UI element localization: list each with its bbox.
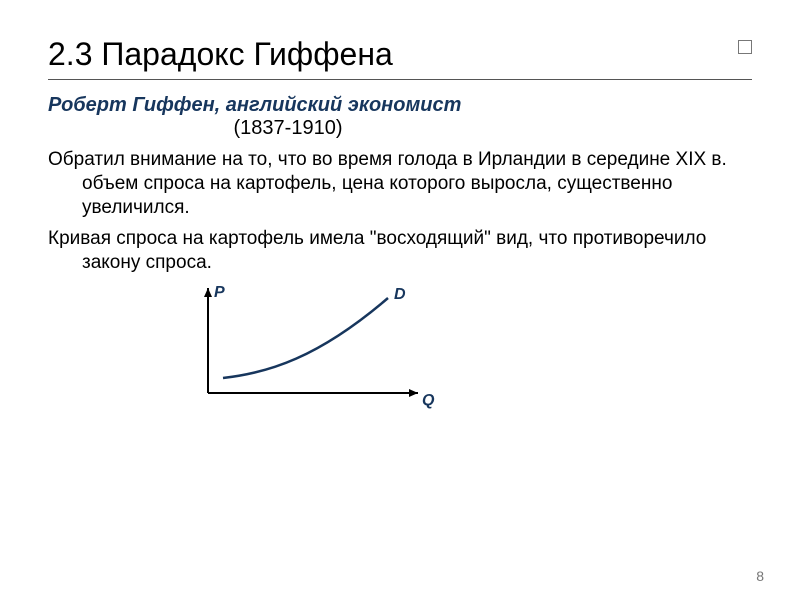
demand-chart-svg: P D Q (188, 283, 448, 413)
x-axis-arrow-icon (409, 389, 418, 397)
author-dates: (1837-1910) (48, 117, 528, 140)
demand-chart: P D Q (188, 283, 752, 418)
corner-accent-box (738, 40, 752, 54)
slide: 2.3 Парадокс Гиффена Роберт Гиффен, англ… (0, 0, 800, 600)
page-number: 8 (756, 568, 764, 584)
slide-title: 2.3 Парадокс Гиффена (48, 36, 752, 73)
paragraph-1: Обратил внимание на то, что во время гол… (48, 148, 752, 219)
paragraph-2: Кривая спроса на картофель имела "восход… (48, 227, 752, 275)
y-axis-arrow-icon (204, 288, 212, 297)
subtitle-author: Роберт Гиффен, английский экономист (48, 94, 752, 117)
axis-label-q: Q (422, 392, 435, 409)
title-divider (48, 79, 752, 80)
demand-curve (223, 298, 388, 378)
curve-label-d: D (394, 286, 406, 303)
axis-label-p: P (214, 284, 225, 301)
